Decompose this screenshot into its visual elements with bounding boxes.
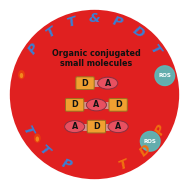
Text: T: T bbox=[116, 157, 129, 172]
Text: D: D bbox=[71, 100, 78, 109]
Text: D: D bbox=[115, 100, 122, 109]
Text: T: T bbox=[36, 143, 52, 159]
Text: D: D bbox=[130, 24, 146, 41]
Text: D: D bbox=[93, 122, 100, 131]
FancyBboxPatch shape bbox=[65, 99, 84, 111]
Circle shape bbox=[32, 32, 157, 157]
Text: P: P bbox=[26, 41, 42, 57]
Ellipse shape bbox=[98, 77, 118, 89]
Ellipse shape bbox=[86, 99, 106, 111]
Text: P: P bbox=[153, 123, 169, 137]
Text: T: T bbox=[147, 42, 163, 57]
Text: A: A bbox=[71, 122, 78, 131]
Circle shape bbox=[155, 66, 175, 85]
Text: A: A bbox=[115, 122, 121, 131]
Text: ROS: ROS bbox=[158, 73, 171, 78]
Circle shape bbox=[11, 11, 178, 178]
Ellipse shape bbox=[36, 136, 39, 142]
Text: ROS: ROS bbox=[144, 139, 157, 144]
Circle shape bbox=[140, 131, 160, 151]
Ellipse shape bbox=[18, 70, 25, 79]
Text: Organic conjugated
small molecules: Organic conjugated small molecules bbox=[52, 49, 141, 68]
Text: A: A bbox=[93, 100, 100, 109]
Text: P: P bbox=[59, 157, 73, 172]
Ellipse shape bbox=[108, 121, 128, 133]
Text: T: T bbox=[20, 123, 36, 137]
Text: D: D bbox=[82, 79, 88, 88]
FancyBboxPatch shape bbox=[87, 120, 105, 133]
Text: A: A bbox=[105, 79, 111, 88]
Text: T: T bbox=[65, 15, 78, 30]
Text: P: P bbox=[111, 15, 124, 30]
FancyBboxPatch shape bbox=[76, 77, 94, 89]
Ellipse shape bbox=[34, 134, 41, 143]
Ellipse shape bbox=[20, 73, 23, 78]
Text: T: T bbox=[43, 25, 58, 41]
Ellipse shape bbox=[65, 121, 85, 133]
Text: &: & bbox=[89, 12, 100, 25]
FancyBboxPatch shape bbox=[109, 99, 127, 111]
Text: D: D bbox=[137, 142, 153, 159]
